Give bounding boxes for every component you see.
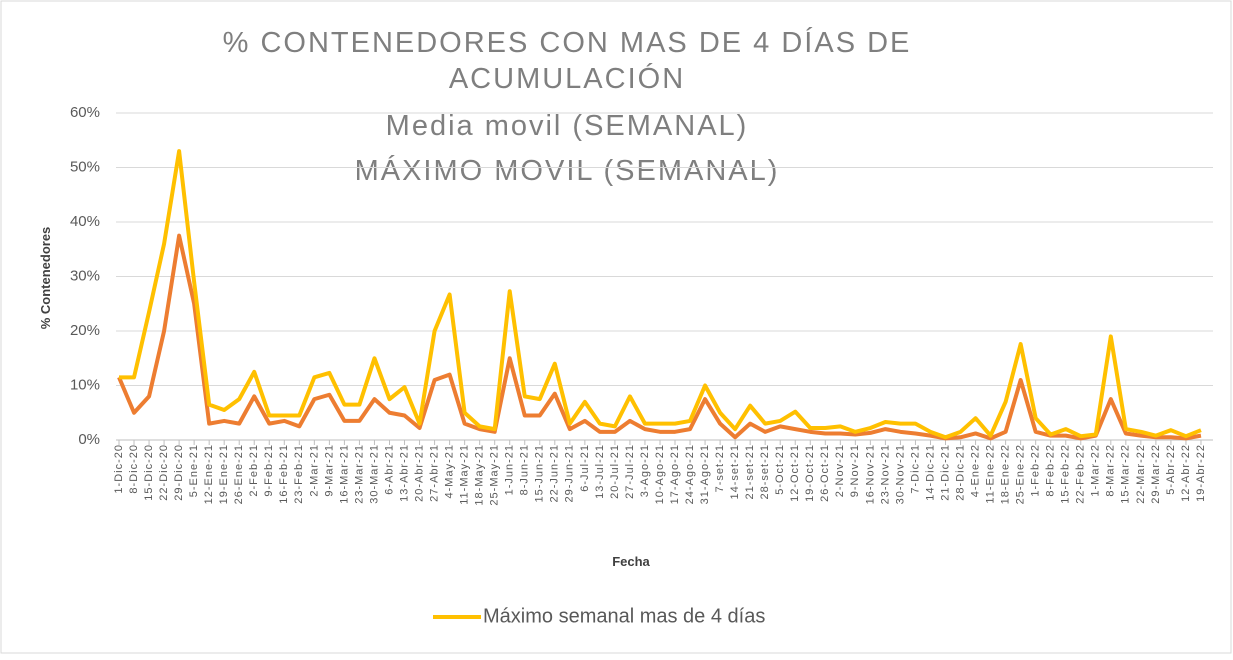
x-tick-label: 15-Mar-22 (1120, 444, 1132, 504)
chart-title: % CONTENEDORES CON MAS DE 4 DÍAS DE (223, 26, 912, 59)
x-tick-label: 5-Abr-22 (1165, 444, 1177, 495)
x-tick-label: 12-Abr-22 (1180, 444, 1192, 502)
x-tick-label: 29-Mar-22 (1150, 444, 1162, 504)
y-tick-label: 30% (70, 267, 100, 284)
x-tick-label: 13-Abr-21 (398, 444, 410, 502)
x-tick-label: 7-Dic-21 (909, 444, 921, 494)
x-tick-label: 8-Dic-20 (128, 444, 140, 494)
x-tick-label: 6-Jul-21 (579, 444, 591, 492)
x-tick-label: 26-Ene-21 (233, 444, 245, 504)
x-tick-label: 2-Feb-21 (248, 444, 260, 497)
x-tick-label: 18-Ene-22 (1000, 444, 1012, 504)
x-tick-label: 22-Feb-22 (1075, 444, 1087, 504)
x-tick-label: 22-Jun-21 (549, 444, 561, 503)
x-tick-label: 20-Abr-21 (413, 444, 425, 502)
x-tick-label: 25-May-21 (489, 444, 501, 506)
y-axis-title: % Contenedores (38, 227, 53, 330)
chart-subtitle: Media movil (SEMANAL) (386, 110, 749, 142)
y-tick-label: 40% (70, 213, 100, 230)
x-tick-label: 12-Ene-21 (203, 444, 215, 504)
x-tick-label: 25-Ene-22 (1015, 444, 1027, 504)
x-tick-label: 4-Ene-22 (969, 444, 981, 497)
x-tick-label: 19-Oct-21 (804, 444, 816, 502)
x-tick-label: 14-set-21 (729, 444, 741, 499)
x-tick-label: 13-Jul-21 (594, 444, 606, 499)
x-tick-label: 2-Nov-21 (834, 444, 846, 497)
x-tick-label: 3-Ago-21 (639, 444, 651, 497)
x-tick-label: 10-Ago-21 (654, 444, 666, 504)
y-tick-label: 0% (78, 431, 100, 448)
x-tick-label: 5-Oct-21 (774, 444, 786, 495)
x-tick-label: 8-Jun-21 (519, 444, 531, 495)
x-tick-label: 1-Jun-21 (504, 444, 516, 495)
x-tick-label: 22-Dic-20 (158, 444, 170, 501)
x-tick-label: 24-Ago-21 (684, 444, 696, 504)
legend-label: Máximo semanal mas de 4 días (483, 605, 765, 627)
x-tick-label: 16-Mar-21 (338, 444, 350, 504)
series-line (119, 149, 1202, 440)
chart-subtitle: MÁXIMO MOVIL (SEMANAL) (355, 154, 780, 187)
x-tick-label: 7-set-21 (714, 444, 726, 492)
y-tick-label: 20% (70, 322, 100, 339)
x-tick-label: 9-Mar-21 (323, 444, 335, 497)
series-line (117, 233, 1202, 441)
x-tick-label: 27-Abr-21 (428, 444, 440, 502)
x-tick-label: 8-Mar-22 (1105, 444, 1117, 497)
x-tick-label: 5-Ene-21 (188, 444, 200, 497)
x-tick-label: 16-Feb-21 (278, 444, 290, 504)
x-tick-label: 22-Mar-22 (1135, 444, 1147, 504)
x-tick-label: 9-Nov-21 (849, 444, 861, 497)
x-tick-label: 19-Abr-22 (1195, 444, 1207, 502)
x-tick-label: 14-Dic-21 (924, 444, 936, 501)
x-tick-label: 1-Dic-20 (113, 444, 125, 494)
x-tick-label: 27-Jul-21 (624, 444, 636, 499)
chart-title: ACUMULACIÓN (449, 62, 685, 95)
x-tick-label: 15-Jun-21 (534, 444, 546, 503)
x-tick-label: 26-Oct-21 (819, 444, 831, 502)
x-tick-label: 21-set-21 (744, 444, 756, 499)
x-tick-label: 29-Jun-21 (564, 444, 576, 503)
x-tick-label: 9-Feb-21 (263, 444, 275, 497)
x-tick-label: 11-May-21 (459, 444, 471, 505)
x-tick-label: 31-Ago-21 (699, 444, 711, 504)
x-tick-label: 18-May-21 (474, 444, 486, 506)
x-tick-label: 30-Mar-21 (368, 444, 380, 504)
x-tick-label: 16-Nov-21 (864, 444, 876, 504)
x-tick-label: 15-Feb-22 (1060, 444, 1072, 504)
x-tick-label: 1-Mar-22 (1090, 444, 1102, 497)
x-tick-label: 23-Mar-21 (353, 444, 365, 504)
x-tick-label: 11-Ene-22 (984, 444, 996, 504)
y-tick-label: 50% (70, 158, 100, 175)
x-tick-label: 30-Nov-21 (894, 444, 906, 504)
x-tick-label: 1-Feb-22 (1030, 444, 1042, 497)
x-tick-label: 4-May-21 (444, 444, 456, 498)
x-tick-label: 19-Ene-21 (218, 444, 230, 504)
x-tick-label: 23-Feb-21 (293, 444, 305, 504)
x-tick-label: 15-Dic-20 (143, 444, 155, 501)
x-axis-title: Fecha (612, 554, 650, 569)
x-tick-label: 20-Jul-21 (609, 444, 621, 499)
x-tick-label: 28-Dic-21 (954, 444, 966, 501)
x-tick-label: 6-Abr-21 (383, 444, 395, 495)
y-tick-label: 60% (70, 104, 100, 121)
x-tick-label: 28-set-21 (759, 444, 771, 499)
x-tick-label: 2-Mar-21 (308, 444, 320, 497)
x-tick-label: 8-Feb-22 (1045, 444, 1057, 497)
x-tick-label: 21-Dic-21 (939, 444, 951, 501)
x-tick-label: 17-Ago-21 (669, 444, 681, 504)
x-tick-label: 23-Nov-21 (879, 444, 891, 504)
y-tick-label: 10% (70, 376, 100, 393)
x-tick-label: 12-Oct-21 (789, 444, 801, 502)
x-tick-label: 29-Dic-20 (173, 444, 185, 501)
